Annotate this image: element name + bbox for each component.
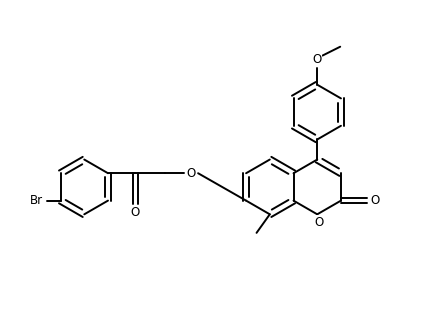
Text: O: O <box>315 216 324 229</box>
Text: O: O <box>187 167 196 180</box>
Text: O: O <box>313 53 322 66</box>
Text: Br: Br <box>30 194 43 207</box>
Text: O: O <box>371 194 380 207</box>
Text: O: O <box>131 207 140 219</box>
